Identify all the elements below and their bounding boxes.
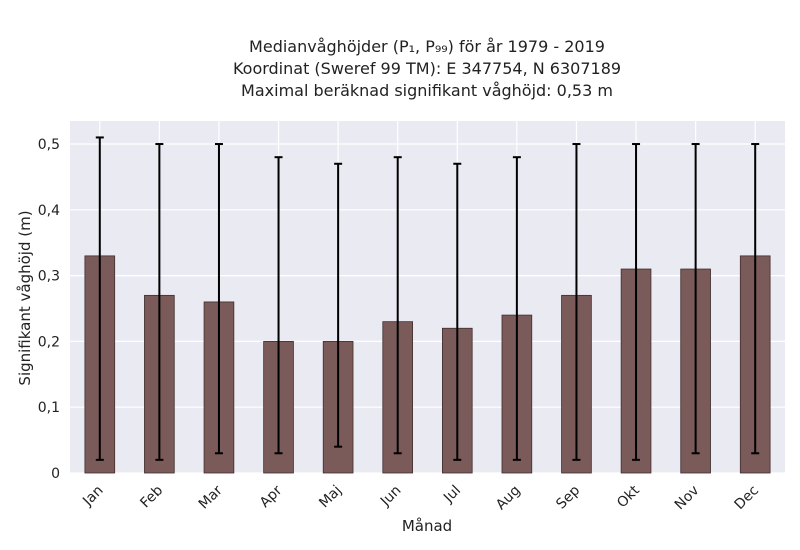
error-bar-feb: [155, 143, 164, 461]
y-tick-labels: 0 0,1 0,2 0,3 0,4 0,5: [38, 137, 60, 482]
x-tick-label-sep: Sep: [553, 482, 583, 512]
x-tick-label-jan: Jan: [79, 483, 106, 510]
y-tick-label-0: 0: [51, 466, 60, 482]
y-tick-label-3: 0,3: [38, 269, 60, 285]
x-axis-label: Månad: [402, 517, 452, 535]
x-tick-label-feb: Feb: [137, 482, 166, 511]
error-bar-maj: [334, 162, 343, 448]
x-tick-label-maj: Maj: [316, 483, 345, 512]
x-tick-label-mar: Mar: [196, 482, 226, 512]
y-tick-label-2: 0,2: [38, 334, 60, 350]
x-tick-label-aug: Aug: [493, 483, 524, 514]
error-bar-jun: [393, 156, 402, 455]
plot-area: [70, 121, 785, 473]
x-tick-label-jun: Jun: [377, 483, 404, 510]
y-tick-label-5: 0,5: [38, 137, 60, 153]
x-tick-label-dec: Dec: [732, 483, 762, 513]
error-bar-aug: [512, 156, 521, 461]
x-tick-labels: Jan Feb Mar Apr Maj Jun Jul Aug Sep Okt Nov Dec: [79, 482, 762, 513]
error-bar-jul: [453, 162, 462, 461]
error-bars: [95, 136, 760, 461]
y-axis-label: Signifikant våghöjd (m): [16, 210, 34, 385]
error-bar-apr: [274, 156, 283, 455]
error-bar-jan: [95, 136, 104, 461]
y-tick-label-4: 0,4: [38, 203, 60, 219]
x-tick-label-nov: Nov: [672, 483, 703, 514]
error-bar-dec: [751, 143, 760, 455]
chart-title-line-1: Medianvåghöjder (P₁, P₉₉) för år 1979 - …: [249, 37, 605, 56]
error-bar-okt: [632, 143, 641, 461]
error-bar-mar: [214, 143, 223, 455]
chart-title-line-2: Koordinat (Sweref 99 TM): E 347754, N 63…: [233, 59, 621, 78]
x-tick-label-jul: Jul: [440, 483, 464, 507]
chart-title-line-3: Maximal beräknad signifikant våghöjd: 0,…: [241, 81, 613, 100]
x-tick-label-okt: Okt: [614, 482, 643, 511]
error-bar-sep: [572, 143, 581, 461]
x-tick-label-apr: Apr: [257, 482, 286, 511]
y-tick-label-1: 0,1: [38, 400, 60, 416]
error-bar-nov: [691, 143, 700, 455]
